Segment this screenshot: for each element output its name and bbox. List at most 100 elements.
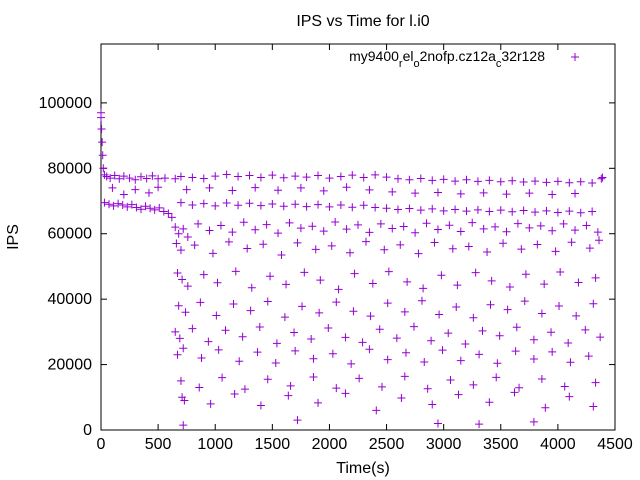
data-point	[420, 357, 429, 366]
data-point	[589, 402, 598, 411]
data-point	[279, 173, 288, 182]
data-point	[529, 335, 538, 344]
data-point	[204, 337, 213, 346]
data-point	[380, 245, 389, 254]
data-point	[222, 198, 231, 207]
data-point	[519, 178, 528, 187]
data-point	[245, 199, 254, 208]
data-point	[194, 219, 203, 228]
data-point	[565, 178, 574, 187]
data-point	[430, 238, 439, 247]
data-point	[359, 201, 368, 210]
data-point	[284, 391, 293, 400]
data-point	[503, 305, 512, 314]
data-point	[382, 173, 391, 182]
data-point	[478, 326, 487, 335]
data-point	[451, 177, 460, 186]
data-point	[179, 421, 188, 430]
data-point	[372, 406, 381, 415]
data-point	[319, 186, 328, 195]
data-point	[280, 313, 289, 322]
data-point	[213, 278, 222, 287]
data-point	[332, 298, 341, 307]
data-point	[388, 187, 397, 196]
data-point	[384, 267, 393, 276]
data-point	[588, 207, 597, 216]
data-point	[115, 174, 124, 183]
data-point	[348, 171, 357, 180]
data-point	[591, 378, 600, 387]
data-point	[427, 336, 436, 345]
data-point	[565, 392, 574, 401]
data-point	[141, 202, 150, 211]
data-point	[97, 125, 106, 134]
data-point	[325, 174, 334, 183]
data-point	[505, 283, 514, 292]
data-point	[529, 355, 538, 364]
data-point	[551, 247, 560, 256]
data-point	[571, 226, 580, 235]
data-point	[388, 224, 397, 233]
data-point	[596, 333, 605, 342]
data-point	[221, 326, 230, 335]
data-point	[205, 226, 214, 235]
data-point	[176, 376, 185, 385]
data-point	[229, 300, 238, 309]
data-point	[243, 244, 252, 253]
data-point	[433, 225, 442, 234]
data-point	[125, 174, 134, 183]
data-point	[513, 219, 522, 228]
data-point	[564, 338, 573, 347]
data-point	[178, 275, 187, 284]
data-point	[411, 189, 420, 198]
data-point	[247, 283, 256, 292]
data-point	[211, 172, 220, 181]
data-point	[100, 198, 109, 207]
data-point	[536, 221, 545, 230]
data-point	[597, 174, 606, 183]
data-point	[164, 209, 173, 218]
data-point	[268, 171, 277, 180]
data-point	[132, 203, 141, 212]
data-point	[371, 203, 380, 212]
data-point	[560, 382, 569, 391]
data-point	[439, 206, 448, 215]
data-point	[595, 236, 604, 245]
data-point	[253, 348, 262, 357]
data-point	[199, 270, 208, 279]
data-point	[268, 199, 277, 208]
y-axis: 0 20000 40000 60000 80000 100000	[39, 95, 615, 439]
data-point	[110, 171, 119, 180]
data-point	[403, 277, 412, 286]
data-point	[553, 208, 562, 217]
data-point	[245, 171, 254, 180]
data-point	[346, 248, 355, 257]
data-point	[496, 177, 505, 186]
data-point	[359, 173, 368, 182]
data-point	[228, 228, 237, 237]
legend-marker-symbol	[571, 53, 579, 61]
data-point	[584, 352, 593, 361]
data-point	[383, 355, 392, 364]
data-point	[309, 373, 318, 382]
data-point	[365, 345, 374, 354]
data-point	[559, 219, 568, 228]
data-point	[114, 199, 123, 208]
data-point	[176, 172, 185, 181]
data-point	[179, 344, 188, 353]
data-point	[296, 224, 305, 233]
data-point	[531, 177, 540, 186]
data-point	[311, 245, 320, 254]
data-point	[593, 228, 602, 237]
data-point	[445, 221, 454, 230]
data-point	[496, 206, 505, 215]
data-point	[240, 385, 249, 394]
data-point	[464, 242, 473, 251]
data-point	[555, 302, 564, 311]
data-point	[487, 276, 496, 285]
data-point	[468, 218, 477, 227]
data-point	[309, 354, 318, 363]
data-point	[485, 398, 494, 407]
data-point	[576, 177, 585, 186]
data-point	[188, 324, 197, 333]
